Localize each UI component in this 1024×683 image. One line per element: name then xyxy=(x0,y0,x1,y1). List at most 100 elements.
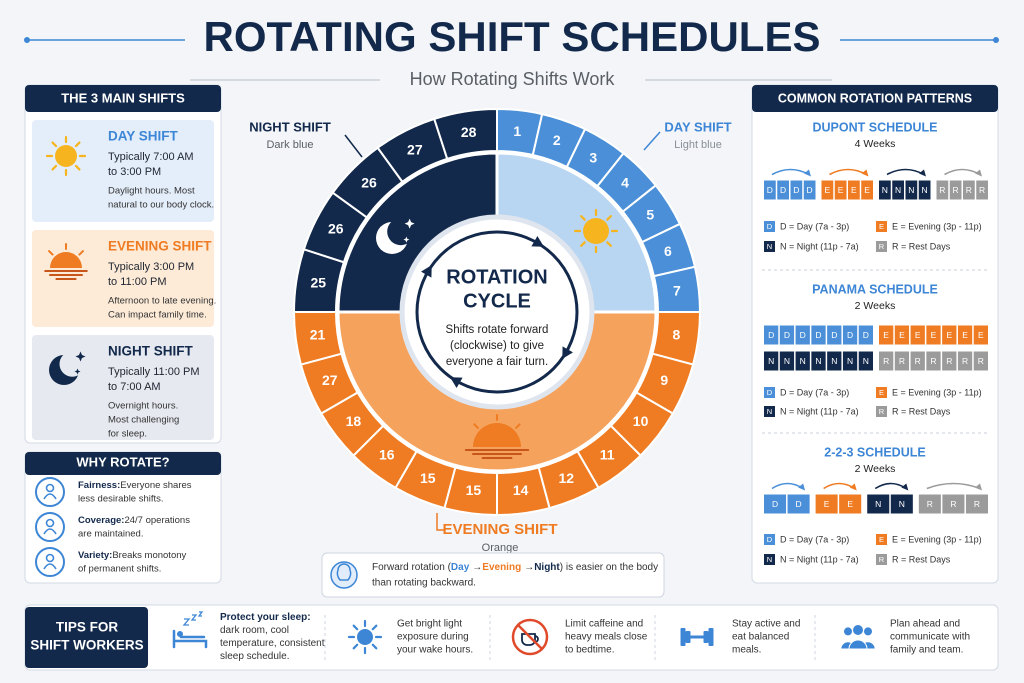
legend-swatch xyxy=(764,221,775,232)
legend-swatch xyxy=(876,554,887,565)
legend-code: D xyxy=(767,535,773,544)
center-text: (clockwise) to give xyxy=(450,340,544,352)
schedule-cell-code: R xyxy=(939,185,945,195)
schedule-cell-code: D xyxy=(767,185,773,195)
schedule-cell-code: E xyxy=(883,330,889,340)
schedule-cell xyxy=(842,325,858,345)
cycle-day-number: 10 xyxy=(633,413,649,429)
tip-text: heavy meals close xyxy=(565,632,648,643)
panel-title: WHY ROTATE? xyxy=(76,454,169,469)
rotation-arrowhead xyxy=(798,483,806,491)
cycle-day-number: 16 xyxy=(379,446,395,462)
schedule-cell xyxy=(949,180,962,200)
schedule-cell xyxy=(910,351,925,371)
center-disc xyxy=(399,214,595,410)
schedule-cell-code: D xyxy=(807,185,813,195)
cycle-day-number: 26 xyxy=(361,175,377,191)
sun-ray xyxy=(74,164,81,171)
legend-swatch xyxy=(764,241,775,252)
reason-label: Coverage: xyxy=(78,515,124,526)
rule-dot xyxy=(24,37,30,43)
shift-time: to 11:00 PM xyxy=(108,276,167,288)
schedule-cell-code: E xyxy=(962,330,968,340)
shift-description: Overnight hours. xyxy=(108,401,178,412)
tip-text: dark room, cool xyxy=(220,625,289,636)
legend-swatch xyxy=(764,554,775,565)
legend-code: D xyxy=(767,388,773,397)
schedule-cell-code: E xyxy=(851,185,857,195)
schedule-cell-code: D xyxy=(831,330,837,340)
schedule-cell xyxy=(867,494,890,514)
cycle-day-number: 2 xyxy=(553,132,561,148)
tip-text: your wake hours. xyxy=(397,645,473,656)
schedule-cell xyxy=(926,351,941,371)
legend-swatch xyxy=(876,406,887,417)
sunset-ray xyxy=(473,423,479,429)
rotation-arrowhead xyxy=(919,169,926,177)
label-pointer xyxy=(344,134,363,158)
reason-label: Fairness: xyxy=(78,480,120,491)
legend-text: R = Rest Days xyxy=(892,554,951,564)
day-label: DAY SHIFT xyxy=(664,119,731,134)
schedule-cell-code: R xyxy=(950,499,956,509)
schedule-cell-code: R xyxy=(927,499,933,509)
legend-swatch xyxy=(764,534,775,545)
dumbbell-weight xyxy=(685,631,691,643)
note-part: → xyxy=(472,562,482,573)
legend-code: R xyxy=(879,407,885,416)
star xyxy=(404,218,415,229)
schedule-name: 2-2-3 SCHEDULE xyxy=(824,445,925,459)
schedule-cell-code: R xyxy=(946,356,952,366)
sun-icon xyxy=(45,135,87,177)
shift-time: Typically 3:00 PM xyxy=(108,261,194,273)
cycle-day-number: 25 xyxy=(310,274,326,290)
cycle-day-number: 7 xyxy=(673,282,681,298)
schedule-cell xyxy=(973,351,988,371)
cycle-day-number: 5 xyxy=(646,206,654,222)
schedule-cell xyxy=(790,180,803,200)
no-slash xyxy=(517,624,543,650)
reason-label: Variety: xyxy=(78,550,112,561)
schedule-cell-code: E xyxy=(825,185,831,195)
evening-color-name: Orange xyxy=(482,542,519,554)
shift-name: NIGHT SHIFT xyxy=(108,344,193,359)
rotation-arrowhead xyxy=(804,169,811,177)
schedule-cell-code: N xyxy=(875,499,881,509)
reason-line: Coverage:24/7 operations xyxy=(78,515,190,526)
schedule-cell xyxy=(861,180,873,200)
schedule-cell-code: D xyxy=(780,185,786,195)
tip-text: Plan ahead and xyxy=(890,619,960,630)
schedule-cell xyxy=(839,494,862,514)
schedule-cell-code: D xyxy=(796,499,802,509)
schedule-cell-code: R xyxy=(915,356,921,366)
legend-text: D = Day (7a - 3p) xyxy=(780,221,849,231)
tip-text: meals. xyxy=(732,645,761,656)
reason-text: 24/7 operations xyxy=(124,515,190,526)
schedule-cell-code: R xyxy=(978,356,984,366)
reason-text: Everyone shares xyxy=(120,480,192,491)
schedule-cell-code: N xyxy=(768,356,774,366)
no-icon xyxy=(511,618,549,656)
legend-swatch xyxy=(764,406,775,417)
center-text: everyone a fair turn. xyxy=(446,356,548,368)
schedule-cell xyxy=(892,180,904,200)
sun-disc xyxy=(357,629,373,645)
schedule-cell xyxy=(787,494,810,514)
tip-text: family and team. xyxy=(890,645,963,656)
center-text: Shifts rotate forward xyxy=(446,324,549,336)
cycle-day-number: 27 xyxy=(407,141,423,157)
schedule-cell xyxy=(764,351,779,371)
cycle-day-number: 28 xyxy=(461,124,477,140)
legend-code: R xyxy=(879,555,885,564)
note-part: ) is easier on the body xyxy=(560,562,658,573)
schedule-cell-code: R xyxy=(953,185,959,195)
schedule-cell xyxy=(879,325,894,345)
sunset-ray xyxy=(48,250,54,256)
schedule-cell xyxy=(942,494,965,514)
schedule-duration: 2 Weeks xyxy=(855,463,896,475)
sun-ray xyxy=(371,624,378,631)
person-head xyxy=(844,627,852,636)
shift-description: Most challenging xyxy=(108,415,179,426)
cycle-day-number: 4 xyxy=(621,175,629,191)
